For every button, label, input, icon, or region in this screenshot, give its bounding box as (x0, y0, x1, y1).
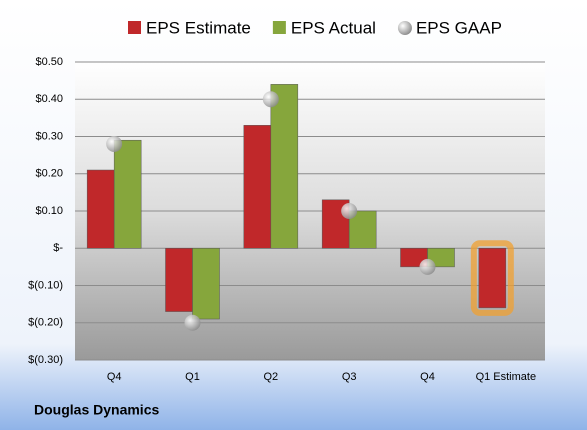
gaap-marker (419, 258, 436, 275)
y-tick-label: $0.40 (35, 93, 63, 105)
bar (192, 248, 220, 320)
company-name: Douglas Dynamics (34, 402, 159, 418)
bar (165, 248, 193, 312)
y-tick-label: $0.30 (35, 130, 63, 142)
bar (270, 84, 299, 249)
x-tick-label: Q2 (263, 371, 278, 383)
gaap-marker (341, 203, 358, 219)
legend-marker (272, 21, 286, 34)
highlight (470, 240, 514, 316)
y-tick-label: $(0.30) (28, 354, 63, 366)
legend-label: EPS GAAP (416, 18, 502, 37)
gaap-marker (262, 91, 279, 108)
x-tick-label: Q1 (185, 371, 200, 383)
bar (113, 139, 142, 249)
x-tick-label: Q3 (342, 371, 357, 383)
y-tick-label: $(0.10) (28, 279, 63, 291)
gaap-marker (106, 135, 123, 152)
bar (427, 248, 455, 268)
gaap-marker (184, 314, 201, 331)
legend-marker (397, 21, 412, 35)
x-tick-label: Q1 Estimate (476, 371, 537, 383)
bar (86, 169, 115, 249)
legend-label: EPS Estimate (146, 18, 251, 37)
bar (321, 199, 350, 249)
y-tick-label: $0.10 (35, 205, 63, 217)
bar (243, 125, 272, 249)
x-tick-label: Q4 (420, 371, 435, 383)
y-tick-label: $0.50 (35, 56, 63, 68)
legend-marker (128, 21, 141, 34)
x-tick-label: Q4 (107, 371, 122, 383)
bar (478, 248, 507, 309)
legend-label: EPS Actual (291, 18, 376, 37)
y-tick-label: $- (53, 242, 63, 254)
y-tick-label: $(0.20) (28, 317, 63, 329)
y-tick-label: $0.20 (35, 168, 63, 180)
